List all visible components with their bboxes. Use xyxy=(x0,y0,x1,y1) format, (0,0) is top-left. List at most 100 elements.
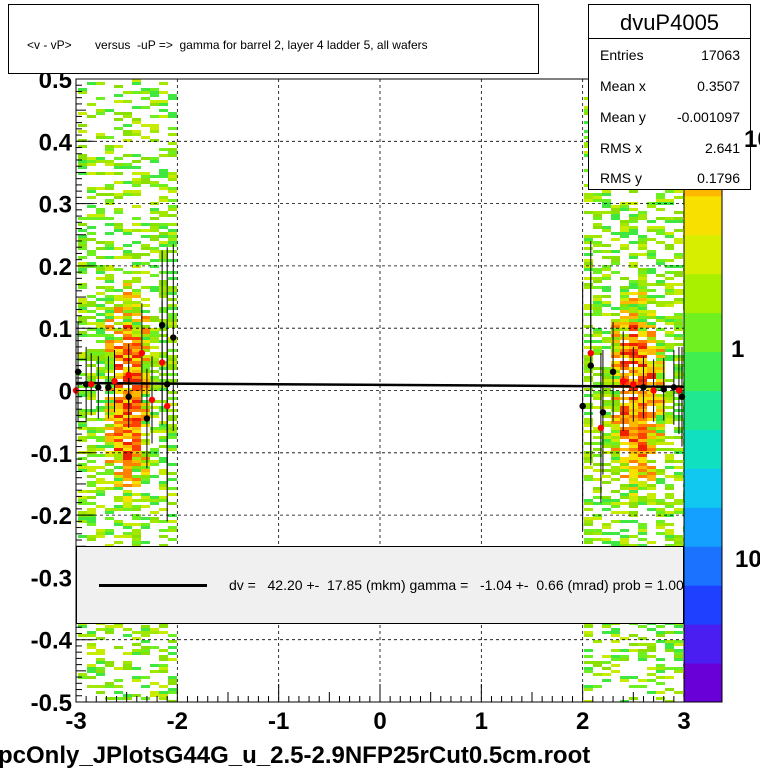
density-cell xyxy=(602,625,611,628)
density-cell xyxy=(159,286,168,289)
density-cell xyxy=(78,163,87,166)
density-cell xyxy=(141,628,150,631)
density-cell xyxy=(168,679,177,682)
footer-filename: pcOnly_JPlotsG44G_u_2.5-2.9NFP25rCut0.5c… xyxy=(0,742,591,769)
density-cell xyxy=(123,463,132,466)
density-cell xyxy=(611,460,620,463)
density-cell xyxy=(647,451,656,454)
density-cell xyxy=(674,472,683,475)
density-cell xyxy=(96,322,105,325)
density-cell xyxy=(168,229,177,232)
density-cell xyxy=(602,199,611,202)
density-cell xyxy=(638,400,647,403)
density-cell xyxy=(611,433,620,436)
density-cell xyxy=(168,355,177,358)
density-cell xyxy=(638,370,647,373)
density-cell xyxy=(611,238,620,241)
density-cell xyxy=(159,271,168,274)
density-cell xyxy=(593,244,602,247)
density-cell xyxy=(159,436,168,439)
density-cell xyxy=(656,349,665,352)
density-cell xyxy=(78,286,87,289)
density-cell xyxy=(96,214,105,217)
density-cell xyxy=(123,451,132,454)
density-cell xyxy=(159,409,168,412)
density-cell xyxy=(584,667,593,670)
density-cell xyxy=(141,310,150,313)
density-cell xyxy=(114,163,123,166)
density-cell xyxy=(150,430,159,433)
density-cell xyxy=(123,526,132,529)
density-cell xyxy=(665,334,674,337)
density-cell xyxy=(647,394,656,397)
density-cell xyxy=(123,472,132,475)
density-cell xyxy=(159,529,168,532)
density-cell xyxy=(87,523,96,526)
density-cell xyxy=(150,340,159,343)
density-cell xyxy=(141,400,150,403)
density-cell xyxy=(674,643,683,646)
density-cell xyxy=(114,442,123,445)
density-cell xyxy=(584,532,593,535)
density-cell xyxy=(123,697,132,700)
density-cell xyxy=(638,409,647,412)
density-cell xyxy=(123,163,132,166)
density-cell xyxy=(584,196,593,199)
density-cell xyxy=(87,685,96,688)
density-cell xyxy=(150,103,159,106)
density-cell xyxy=(96,637,105,640)
density-cell xyxy=(123,469,132,472)
density-cell xyxy=(159,91,168,94)
density-cell xyxy=(141,499,150,502)
density-cell xyxy=(96,358,105,361)
density-cell xyxy=(123,154,132,157)
density-cell xyxy=(629,505,638,508)
density-cell xyxy=(114,412,123,415)
density-cell xyxy=(584,241,593,244)
density-cell xyxy=(638,283,647,286)
density-cell xyxy=(96,493,105,496)
density-cell xyxy=(611,409,620,412)
density-cell xyxy=(96,349,105,352)
density-cell xyxy=(620,679,629,682)
density-cell xyxy=(620,460,629,463)
density-cell xyxy=(87,196,96,199)
density-cell xyxy=(611,448,620,451)
density-cell xyxy=(620,244,629,247)
density-cell xyxy=(159,520,168,523)
density-cell xyxy=(629,430,638,433)
density-cell xyxy=(638,352,647,355)
density-cell xyxy=(132,367,141,370)
y-tick-label: 0.4 xyxy=(39,129,73,156)
density-cell xyxy=(168,646,177,649)
density-cell xyxy=(141,424,150,427)
density-cell xyxy=(656,667,665,670)
density-cell xyxy=(159,508,168,511)
density-cell xyxy=(629,490,638,493)
density-cell xyxy=(141,349,150,352)
density-cell xyxy=(141,634,150,637)
density-cell xyxy=(150,517,159,520)
density-cell xyxy=(638,523,647,526)
density-cell xyxy=(114,472,123,475)
density-cell xyxy=(150,496,159,499)
density-cell xyxy=(159,460,168,463)
density-cell xyxy=(105,352,114,355)
density-cell xyxy=(159,439,168,442)
density-cell xyxy=(638,391,647,394)
density-cell xyxy=(620,538,629,541)
density-cell xyxy=(141,406,150,409)
density-cell xyxy=(593,346,602,349)
density-cell xyxy=(647,322,656,325)
density-cell xyxy=(611,664,620,667)
density-cell xyxy=(602,442,611,445)
density-cell xyxy=(78,154,87,157)
density-cell xyxy=(665,475,674,478)
density-cell xyxy=(656,364,665,367)
density-cell xyxy=(159,244,168,247)
density-cell xyxy=(141,244,150,247)
density-cell xyxy=(96,109,105,112)
density-cell xyxy=(647,238,656,241)
density-cell xyxy=(656,373,665,376)
density-cell xyxy=(602,403,611,406)
